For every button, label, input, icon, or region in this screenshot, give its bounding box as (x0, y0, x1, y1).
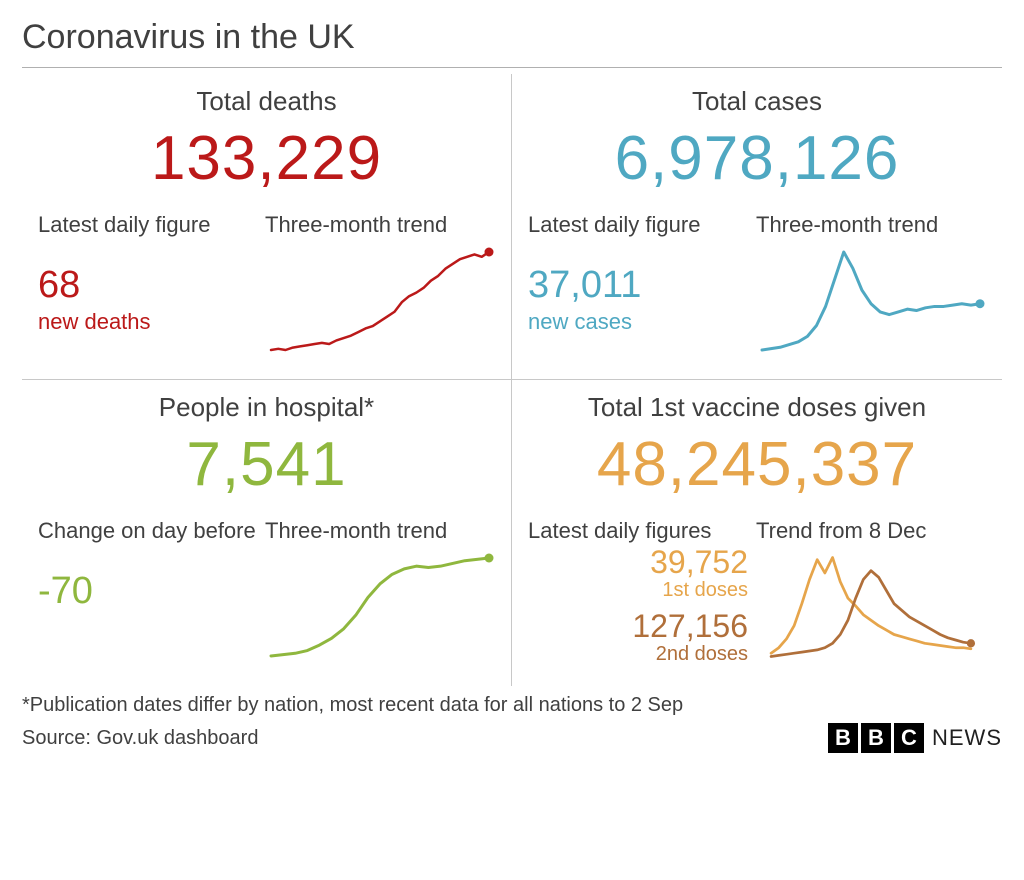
cases-sparkline (756, 246, 986, 356)
title-divider (22, 67, 1002, 68)
dose1-value: 39,752 (528, 544, 748, 581)
panel-label: Total cases (528, 86, 986, 117)
vaccines-sparkline (756, 552, 986, 662)
daily-label: Latest daily figure (528, 212, 756, 238)
trend-label: Three-month trend (265, 212, 495, 238)
panel-label: Total deaths (38, 86, 495, 117)
source-text: Source: Gov.uk dashboard (22, 727, 258, 750)
trend-label: Three-month trend (265, 518, 495, 544)
daily-cases-value: 37,011 (528, 264, 756, 307)
total-hospital-value: 7,541 (38, 429, 495, 500)
total-vaccines-value: 48,245,337 (528, 429, 986, 500)
bbc-logo: B B C NEWS (828, 723, 1002, 753)
daily-deaths-value: 68 (38, 264, 265, 307)
hospital-sparkline (265, 552, 495, 662)
daily-cases-caption: new cases (528, 309, 756, 335)
panel-cases: Total cases 6,978,126 Latest daily figur… (512, 74, 1002, 380)
bbc-letter: B (828, 723, 858, 753)
dose1-caption: 1st doses (528, 579, 748, 602)
panel-hospital: People in hospital* 7,541 Change on day … (22, 380, 512, 686)
dose2-value: 127,156 (528, 608, 748, 645)
daily-label: Change on day before (38, 518, 265, 544)
bbc-letter: C (894, 723, 924, 753)
total-cases-value: 6,978,126 (528, 123, 986, 194)
panel-vaccines: Total 1st vaccine doses given 48,245,337… (512, 380, 1002, 686)
hospital-change-value: -70 (38, 570, 265, 613)
footnote: *Publication dates differ by nation, mos… (22, 694, 1002, 717)
bbc-news-text: NEWS (932, 725, 1002, 751)
daily-deaths-caption: new deaths (38, 309, 265, 335)
panel-label: People in hospital* (38, 392, 495, 423)
panel-label: Total 1st vaccine doses given (528, 392, 986, 423)
trend-label: Three-month trend (756, 212, 986, 238)
trend-label: Trend from 8 Dec (756, 518, 986, 544)
stats-grid: Total deaths 133,229 Latest daily figure… (22, 74, 1002, 686)
daily-label: Latest daily figure (38, 212, 265, 238)
dose2-caption: 2nd doses (528, 643, 748, 666)
daily-label: Latest daily figures (528, 518, 756, 544)
total-deaths-value: 133,229 (38, 123, 495, 194)
bbc-letter: B (861, 723, 891, 753)
deaths-sparkline (265, 246, 495, 356)
page-title: Coronavirus in the UK (22, 18, 1002, 57)
panel-deaths: Total deaths 133,229 Latest daily figure… (22, 74, 512, 380)
